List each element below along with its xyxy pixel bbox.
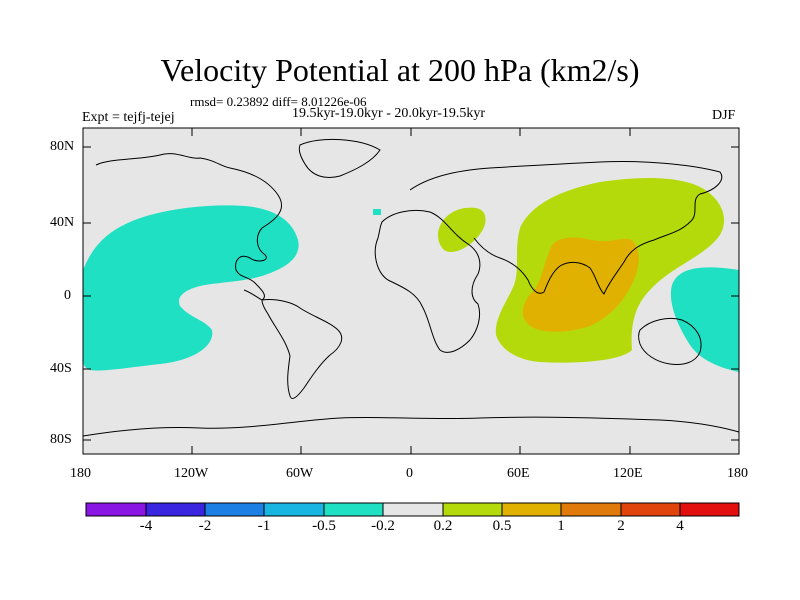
- positive-region-mediterranean: [437, 207, 486, 253]
- coast-eurasia: [409, 160, 723, 295]
- y-label-80n: 80N: [50, 139, 75, 154]
- coastlines: [82, 138, 740, 437]
- coast-greenland: [298, 138, 381, 178]
- negative-spot: [373, 209, 381, 215]
- colorbar-bin-9: [621, 503, 680, 516]
- colorbar-bin-1: [146, 503, 205, 516]
- negative-region-w-pacific: [670, 267, 739, 372]
- colorbar-bin-2: [205, 503, 264, 516]
- coast-north-america: [95, 153, 283, 301]
- colorbar-label-4: -0.2: [371, 518, 395, 534]
- x-label-120e: 120E: [613, 466, 643, 481]
- colorbar-frame: [85, 502, 740, 517]
- colorbar: [85, 502, 740, 517]
- colorbar-label-0: -4: [139, 518, 153, 534]
- coast-africa-europe: [374, 209, 481, 353]
- colorbar-bin-0: [86, 503, 146, 516]
- colorbar-bin-4: [324, 503, 383, 516]
- y-ticks: [83, 146, 739, 441]
- x-label-180w: 180: [70, 466, 91, 481]
- y-label-40n: 40N: [50, 215, 75, 230]
- x-label-0: 0: [406, 466, 413, 481]
- negative-region-americas: [83, 205, 299, 371]
- x-label-180e: 180: [727, 466, 748, 481]
- colorbar-bin-5: [383, 503, 443, 516]
- stats-text: rmsd= 0.23892 diff= 8.01226e-06: [190, 94, 367, 109]
- colorbar-label-3: -0.5: [312, 518, 336, 534]
- x-label-120w: 120W: [174, 466, 209, 481]
- colorbar-bin-7: [502, 503, 561, 516]
- colorbar-label-2: -1: [257, 518, 271, 534]
- coast-antarctica: [82, 416, 740, 437]
- colorbar-label-6: 0.5: [492, 518, 512, 534]
- coast-australia: [638, 317, 702, 365]
- x-label-60e: 60E: [507, 466, 530, 481]
- colorbar-label-1: -2: [198, 518, 212, 534]
- experiment-label: Expt = tejfj-tejej: [82, 110, 175, 125]
- map-title: Velocity Potential at 200 hPa (km2/s): [160, 52, 640, 88]
- strong-positive-region: [522, 237, 639, 332]
- colorbar-bin-3: [264, 503, 324, 516]
- y-label-0: 0: [64, 288, 71, 303]
- y-label-40s: 40S: [50, 361, 72, 376]
- coast-south-america: [261, 299, 343, 399]
- colorbar-label-9: 4: [676, 518, 684, 534]
- x-label-60w: 60W: [286, 466, 314, 481]
- colorbar-bin-8: [561, 503, 621, 516]
- period-label: 19.5kyr-19.0kyr - 20.0kyr-19.5kyr: [292, 106, 486, 121]
- colorbar-bin-10: [680, 503, 739, 516]
- colorbar-bin-6: [443, 503, 502, 516]
- colorbar-label-7: 1: [557, 518, 565, 534]
- colorbar-label-8: 2: [617, 518, 625, 534]
- x-ticks: [82, 128, 740, 454]
- season-label: DJF: [712, 108, 736, 123]
- y-label-80s: 80S: [50, 432, 72, 447]
- colorbar-label-5: 0.2: [433, 518, 453, 534]
